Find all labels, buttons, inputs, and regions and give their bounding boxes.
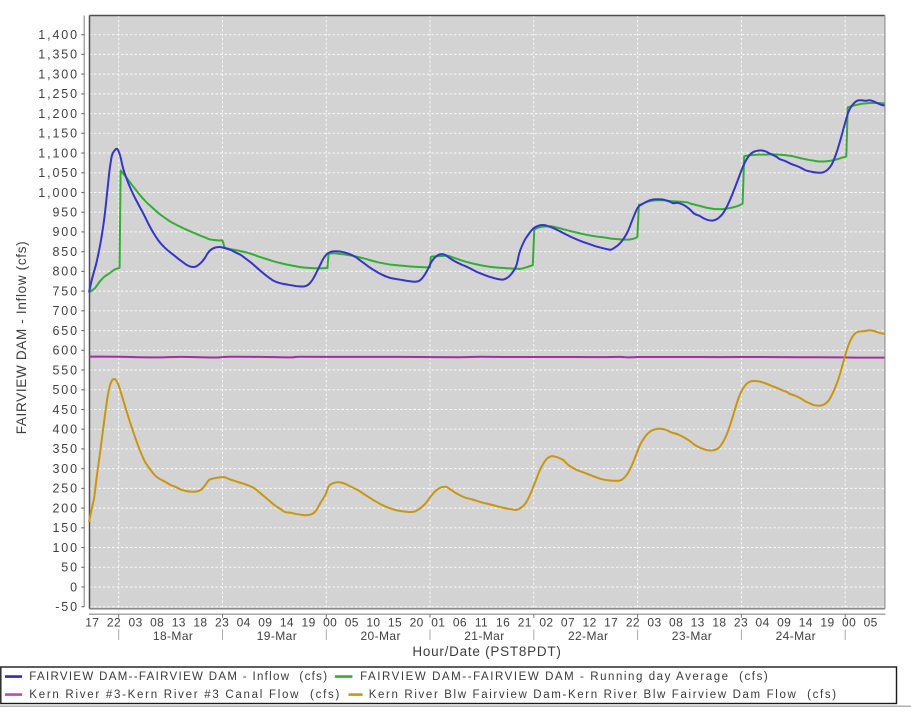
svg-text:Kern River #3-Kern River #3 Ca: Kern River #3-Kern River #3 Canal Flow (…	[29, 689, 341, 701]
svg-text:07: 07	[561, 616, 575, 630]
svg-text:22-Mar: 22-Mar	[568, 629, 608, 643]
svg-text:21-Mar: 21-Mar	[464, 629, 504, 643]
svg-text:18: 18	[193, 616, 207, 630]
svg-text:250: 250	[52, 482, 79, 496]
svg-text:03: 03	[129, 616, 143, 630]
svg-text:1,200: 1,200	[38, 107, 79, 121]
svg-text:1,050: 1,050	[38, 166, 79, 180]
svg-text:100: 100	[52, 541, 79, 555]
svg-text:00: 00	[323, 616, 337, 630]
svg-text:350: 350	[52, 442, 79, 456]
svg-text:17: 17	[85, 616, 99, 630]
svg-text:50: 50	[61, 561, 79, 575]
svg-text:900: 900	[52, 225, 79, 239]
svg-text:04: 04	[756, 616, 770, 630]
svg-text:09: 09	[258, 616, 272, 630]
svg-text:11: 11	[475, 616, 488, 630]
svg-text:1,400: 1,400	[38, 28, 79, 42]
svg-text:950: 950	[52, 206, 79, 220]
svg-text:0: 0	[70, 580, 79, 594]
svg-text:1,250: 1,250	[38, 87, 79, 101]
svg-text:450: 450	[52, 403, 79, 417]
svg-text:05: 05	[345, 616, 359, 630]
svg-text:19-Mar: 19-Mar	[257, 629, 297, 643]
svg-text:03: 03	[647, 616, 661, 630]
svg-text:01: 01	[431, 616, 445, 630]
svg-text:04: 04	[237, 616, 251, 630]
svg-text:20-Mar: 20-Mar	[360, 629, 400, 643]
svg-text:14: 14	[280, 616, 294, 630]
svg-text:13: 13	[691, 616, 705, 630]
svg-text:08: 08	[150, 616, 164, 630]
svg-text:550: 550	[52, 363, 79, 377]
svg-text:17: 17	[604, 616, 618, 630]
svg-text:150: 150	[52, 521, 79, 535]
svg-text:Hour/Date (PST8PDT): Hour/Date (PST8PDT)	[412, 644, 561, 659]
svg-text:1,300: 1,300	[38, 67, 79, 81]
svg-text:19: 19	[302, 616, 316, 630]
svg-text:400: 400	[52, 423, 79, 437]
svg-text:1,000: 1,000	[38, 186, 79, 200]
svg-text:300: 300	[52, 462, 79, 476]
svg-text:650: 650	[52, 324, 79, 338]
svg-text:20: 20	[410, 616, 424, 630]
svg-text:05: 05	[864, 616, 878, 630]
svg-text:FAIRVIEW DAM--FAIRVIEW DAM - I: FAIRVIEW DAM--FAIRVIEW DAM - Inflow (cfs…	[29, 671, 328, 683]
svg-text:21: 21	[518, 616, 532, 630]
svg-text:16: 16	[496, 616, 510, 630]
svg-text:12: 12	[583, 616, 597, 630]
svg-text:18: 18	[712, 616, 726, 630]
svg-text:23: 23	[215, 616, 229, 630]
svg-text:06: 06	[453, 616, 467, 630]
svg-text:24-Mar: 24-Mar	[776, 629, 816, 643]
svg-text:13: 13	[172, 616, 186, 630]
svg-text:1,350: 1,350	[38, 48, 79, 62]
svg-text:23-Mar: 23-Mar	[672, 629, 712, 643]
svg-text:00: 00	[842, 616, 856, 630]
svg-text:18-Mar: 18-Mar	[153, 629, 193, 643]
svg-text:14: 14	[799, 616, 813, 630]
svg-text:FAIRVIEW DAM - Inflow (cfs): FAIRVIEW DAM - Inflow (cfs)	[14, 241, 29, 435]
svg-text:FAIRVIEW DAM--FAIRVIEW DAM - R: FAIRVIEW DAM--FAIRVIEW DAM - Running day…	[360, 671, 769, 683]
svg-text:-50: -50	[55, 600, 79, 614]
svg-text:08: 08	[669, 616, 683, 630]
svg-text:15: 15	[388, 616, 402, 630]
svg-text:1,150: 1,150	[38, 127, 79, 141]
svg-text:600: 600	[52, 344, 79, 358]
svg-text:1,100: 1,100	[38, 146, 79, 160]
svg-text:850: 850	[52, 245, 79, 259]
svg-text:750: 750	[52, 284, 79, 298]
svg-text:10: 10	[366, 616, 380, 630]
svg-text:22: 22	[107, 616, 121, 630]
svg-text:700: 700	[52, 304, 79, 318]
svg-text:02: 02	[539, 616, 553, 630]
svg-text:23: 23	[734, 616, 748, 630]
svg-text:800: 800	[52, 265, 79, 279]
svg-text:09: 09	[777, 616, 791, 630]
svg-text:19: 19	[820, 616, 834, 630]
svg-text:500: 500	[52, 383, 79, 397]
svg-text:22: 22	[626, 616, 640, 630]
svg-text:Kern River Blw Fairview Dam-Ke: Kern River Blw Fairview Dam-Kern River B…	[369, 689, 838, 701]
svg-text:200: 200	[52, 501, 79, 515]
